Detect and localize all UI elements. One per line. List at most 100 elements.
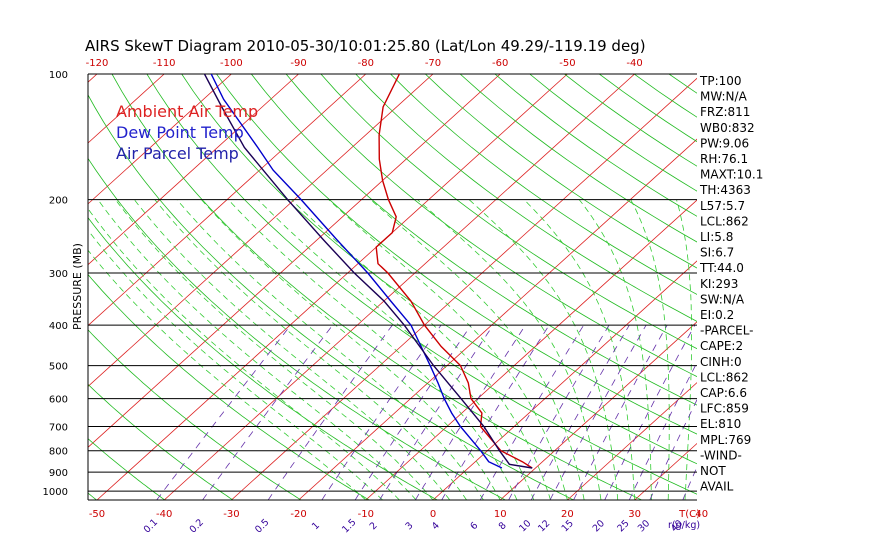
stat-item: L57:5.7 xyxy=(700,199,745,213)
dry-adiabat-line xyxy=(494,74,697,217)
top-temp-tick-label: -60 xyxy=(492,58,508,69)
mixing-ratio-label: 4 xyxy=(430,520,442,532)
moist-adiabat-line xyxy=(88,207,400,500)
bottom-temp-tick-label: 30 xyxy=(628,509,641,520)
stat-item: TH:4363 xyxy=(699,183,751,197)
bottom-temp-tick-label: 20 xyxy=(561,509,574,520)
dry-adiabat-line xyxy=(285,74,697,378)
isotherm-line xyxy=(88,74,501,448)
stat-item: SW:N/A xyxy=(700,292,745,306)
mixing-ratio-line xyxy=(202,324,333,500)
mixing-ratio-label: 3 xyxy=(404,520,416,532)
dry-adiabat-line xyxy=(88,273,370,500)
moist-adiabat-line xyxy=(676,199,692,500)
mixing-ratio-label: 0.2 xyxy=(188,517,206,535)
moist-adiabat-line xyxy=(133,199,451,500)
dry-adiabat-line xyxy=(88,329,302,500)
isotherm-line xyxy=(298,138,697,500)
mixing-ratio-label: 1.5 xyxy=(340,517,358,535)
moist-adiabat-line xyxy=(154,199,467,500)
bottom-temp-tick-label: -30 xyxy=(223,509,239,520)
stat-item: TT:44.0 xyxy=(699,261,744,275)
pressure-tick-label: 900 xyxy=(49,468,68,479)
moist-adiabat-line xyxy=(176,199,484,500)
temp-unit-label: T(C) xyxy=(678,509,700,520)
isotherm-line xyxy=(432,260,697,500)
pressure-tick-label: 600 xyxy=(49,395,68,406)
mixing-ratio-line xyxy=(604,325,696,500)
bottom-temp-tick-label: 40 xyxy=(695,509,708,520)
dry-adiabat-line xyxy=(459,74,697,243)
stat-item: LFC:859 xyxy=(700,402,749,416)
mixing-ratio-label: 6 xyxy=(468,520,480,532)
stat-item: MAXT:10.1 xyxy=(700,168,763,182)
legend-entry: Dew Point Temp xyxy=(116,123,244,142)
mixing-ratio-line xyxy=(354,324,472,500)
mixing-ratio-label: 25 xyxy=(615,518,631,534)
dry-adiabat-line xyxy=(250,74,697,406)
stat-item: RH:76.1 xyxy=(700,152,748,166)
mixing-ratio-label: 2 xyxy=(368,520,380,532)
isotherm-line xyxy=(231,77,697,500)
pressure-tick-label: 100 xyxy=(49,70,68,81)
mixing-ratio-line xyxy=(573,325,668,500)
stat-item: AVAIL xyxy=(700,480,734,494)
dry-adiabat-line xyxy=(88,94,574,500)
mixing-ratio-line xyxy=(156,324,292,500)
moist-adiabat-line xyxy=(88,229,383,500)
bottom-temp-tick-label: -50 xyxy=(89,509,105,520)
top-temp-tick-label: -90 xyxy=(290,58,306,69)
pressure-tick-label: 700 xyxy=(49,423,68,434)
stat-item: CINH:0 xyxy=(700,355,742,369)
top-temp-tick-label: -100 xyxy=(220,58,243,69)
dry-adiabat-line xyxy=(808,74,870,500)
top-temp-tick-label: -50 xyxy=(559,58,575,69)
stat-item: TP:100 xyxy=(699,74,742,88)
isotherm-line xyxy=(836,74,870,500)
stat-item: MW:N/A xyxy=(700,90,748,104)
moist-adiabat-line xyxy=(228,199,518,500)
isotherm-line xyxy=(88,74,232,205)
pressure-tick-label: 800 xyxy=(49,447,68,458)
dry-adiabat-line xyxy=(111,74,642,500)
dry-adiabat-line xyxy=(88,438,165,500)
dry-adiabat-line xyxy=(146,74,697,495)
stat-item: LCL:862 xyxy=(700,214,749,228)
isotherm-line xyxy=(365,199,697,500)
dry-adiabat-line xyxy=(390,74,697,295)
dry-adiabat-line xyxy=(216,74,697,435)
stat-item: MPL:769 xyxy=(700,433,751,447)
legend-entry: Air Parcel Temp xyxy=(116,144,239,163)
profile-lines xyxy=(203,74,533,469)
stat-item: EI:0.2 xyxy=(700,308,734,322)
legend-entry: Ambient Air Temp xyxy=(116,102,258,121)
grid-lines xyxy=(88,74,870,500)
stat-item: NOT xyxy=(700,464,726,478)
top-temp-tick-label: -120 xyxy=(86,58,109,69)
stat-item: KI:293 xyxy=(700,277,738,291)
mixing-ratio-unit-label: r(g/kg) xyxy=(668,520,700,531)
moist-adiabat-line xyxy=(468,199,619,500)
mixing-ratio-label: 10 xyxy=(517,518,533,534)
mixing-ratio-label: 30 xyxy=(636,518,652,534)
isotherm-line xyxy=(96,74,568,500)
mixing-ratio-label: 12 xyxy=(536,518,552,534)
dry-adiabat-line xyxy=(88,383,234,500)
isotherm-line xyxy=(769,74,870,500)
top-temp-tick-label: -80 xyxy=(358,58,374,69)
dry-adiabat-line xyxy=(88,217,438,500)
stat-item: PW:9.06 xyxy=(700,136,749,150)
pressure-tick-label: 200 xyxy=(49,196,68,207)
dry-adiabat-line xyxy=(773,74,870,500)
bottom-temp-tick-label: -20 xyxy=(290,509,306,520)
moist-adiabat-line xyxy=(578,199,652,500)
mixing-ratio-label: 0.5 xyxy=(253,517,271,535)
y-axis-label: PRESSURE (MB) xyxy=(71,243,84,330)
ambient-temp-line xyxy=(375,74,533,469)
pressure-tick-label: 1000 xyxy=(43,487,68,498)
chart-title: AIRS SkewT Diagram 2010-05-30/10:01:25.8… xyxy=(85,37,646,55)
isobar-lines xyxy=(88,73,697,492)
moist-adiabat-line xyxy=(328,199,568,500)
top-temp-tick-label: -40 xyxy=(626,58,642,69)
